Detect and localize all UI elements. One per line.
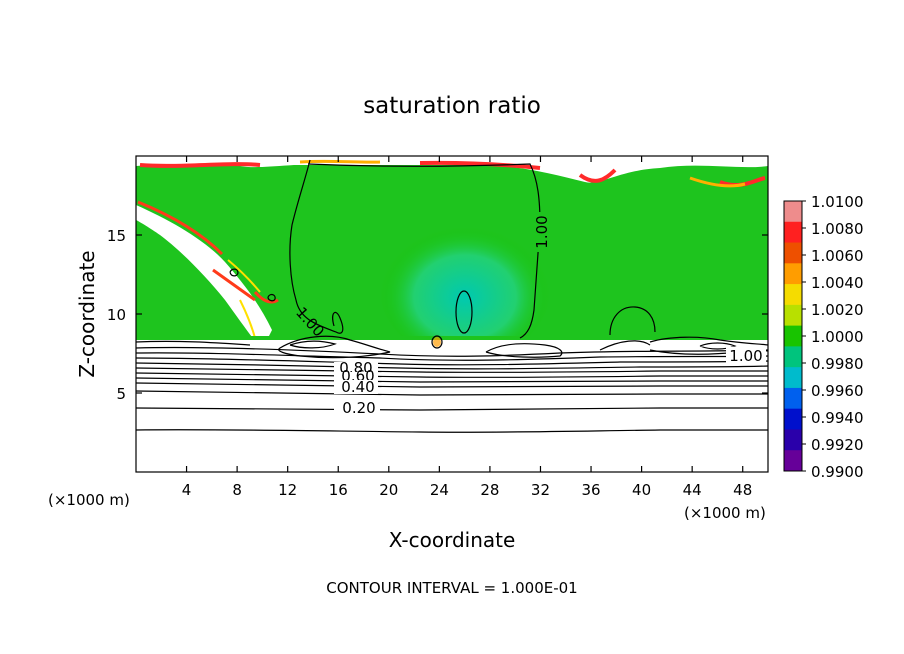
lower-zone-green-top (136, 336, 768, 340)
colorbar-tick-label: 0.9980 (811, 355, 864, 373)
x-tick-label: 4 (182, 481, 192, 499)
colorbar-swatch (784, 387, 802, 410)
plot-area: 1.00 1.00 1.00 0.80 0.60 0.40 0.20 (136, 156, 768, 472)
contour-1.00-left-small (229, 268, 276, 302)
colorbar-swatch (784, 325, 802, 347)
contour-label: 0.40 (341, 378, 374, 396)
contour-1.00-main (289, 159, 541, 339)
colorbar-tick-label: 1.0060 (811, 247, 864, 265)
y-tick-label: 5 (116, 385, 126, 403)
contour-interval-note: CONTOUR INTERVAL = 1.000E-01 (326, 579, 577, 597)
colorbar-swatch (784, 201, 802, 223)
contour-lines (136, 159, 768, 433)
colorbar-swatch (784, 346, 802, 368)
x-tick-label: 32 (531, 481, 550, 499)
colorbar-swatch (784, 263, 802, 285)
x-tick-label: 36 (581, 481, 600, 499)
colorbar-swatch (784, 367, 802, 389)
colorbar-swatch (784, 408, 802, 430)
x-tick-label: 44 (683, 481, 702, 499)
y-tick-label: 15 (107, 227, 126, 245)
y-tick-label: 10 (107, 306, 126, 324)
x-tick-label: 48 (733, 481, 752, 499)
x-axis-label: X-coordinate (389, 528, 516, 552)
y-axis-label: Z-coordinate (75, 250, 99, 377)
subsaturated-region (380, 220, 550, 360)
z-unit-label: (×1000 m) (684, 504, 766, 522)
colorbar-tick-label: 0.9940 (811, 409, 864, 427)
x-axis-ticks: 4 8 12 16 20 24 28 32 36 40 44 48 (182, 156, 752, 499)
colorbar-tick-label: 1.0020 (811, 301, 864, 319)
x-tick-label: 12 (278, 481, 297, 499)
contour-stack (136, 346, 768, 433)
contour-label: 0.20 (342, 399, 375, 417)
colorbar-tick-label: 1.0080 (811, 220, 864, 238)
colorbar-tick-label: 0.9920 (811, 436, 864, 454)
x-tick-label: 8 (232, 481, 242, 499)
top-orange-streaks (299, 159, 746, 188)
diagonal-dry-streak (136, 205, 272, 350)
colorbar-swatch (784, 242, 802, 264)
contour-label: 1.00 (533, 215, 551, 248)
colorbar-swatch (784, 450, 802, 472)
contour-1.00-right (609, 306, 656, 336)
colorbar-tick-label: 1.0040 (811, 274, 864, 292)
diagonal-streak-red-edge (137, 200, 279, 304)
colorbar: 1.0100 1.0080 1.0060 1.0040 1.0020 1.0000 0.99… (783, 193, 864, 481)
y-axis-ticks: 5 10 15 (107, 227, 768, 403)
top-red-streaks (139, 160, 766, 188)
colorbar-tick-label: 1.0100 (811, 193, 864, 211)
x-tick-label: 40 (632, 481, 651, 499)
contour-1.00-small-b (431, 335, 443, 349)
lower-dry-zone (136, 338, 768, 472)
small-orange-blob (433, 337, 441, 347)
colorbar-tick-label: 0.9960 (811, 382, 864, 400)
x-tick-label: 16 (329, 481, 348, 499)
colorbar-swatch (784, 221, 802, 244)
x-unit-label: (×1000 m) (48, 491, 130, 509)
chart-title: saturation ratio (363, 93, 541, 119)
colorbar-swatch (784, 284, 802, 306)
colorbar-swatch (784, 304, 802, 327)
colorbar-tick-label: 0.9900 (811, 463, 864, 481)
contour-label-group: 1.00 1.00 1.00 0.80 0.60 0.40 0.20 (292, 212, 766, 417)
contour-1.00-small-a (455, 290, 473, 334)
colorbar-tick-label: 1.0000 (811, 328, 864, 346)
x-tick-label: 28 (480, 481, 499, 499)
contour-label: 1.00 (729, 347, 762, 365)
colorbar-swatch (784, 429, 802, 451)
x-tick-label: 24 (430, 481, 449, 499)
x-tick-label: 20 (379, 481, 398, 499)
